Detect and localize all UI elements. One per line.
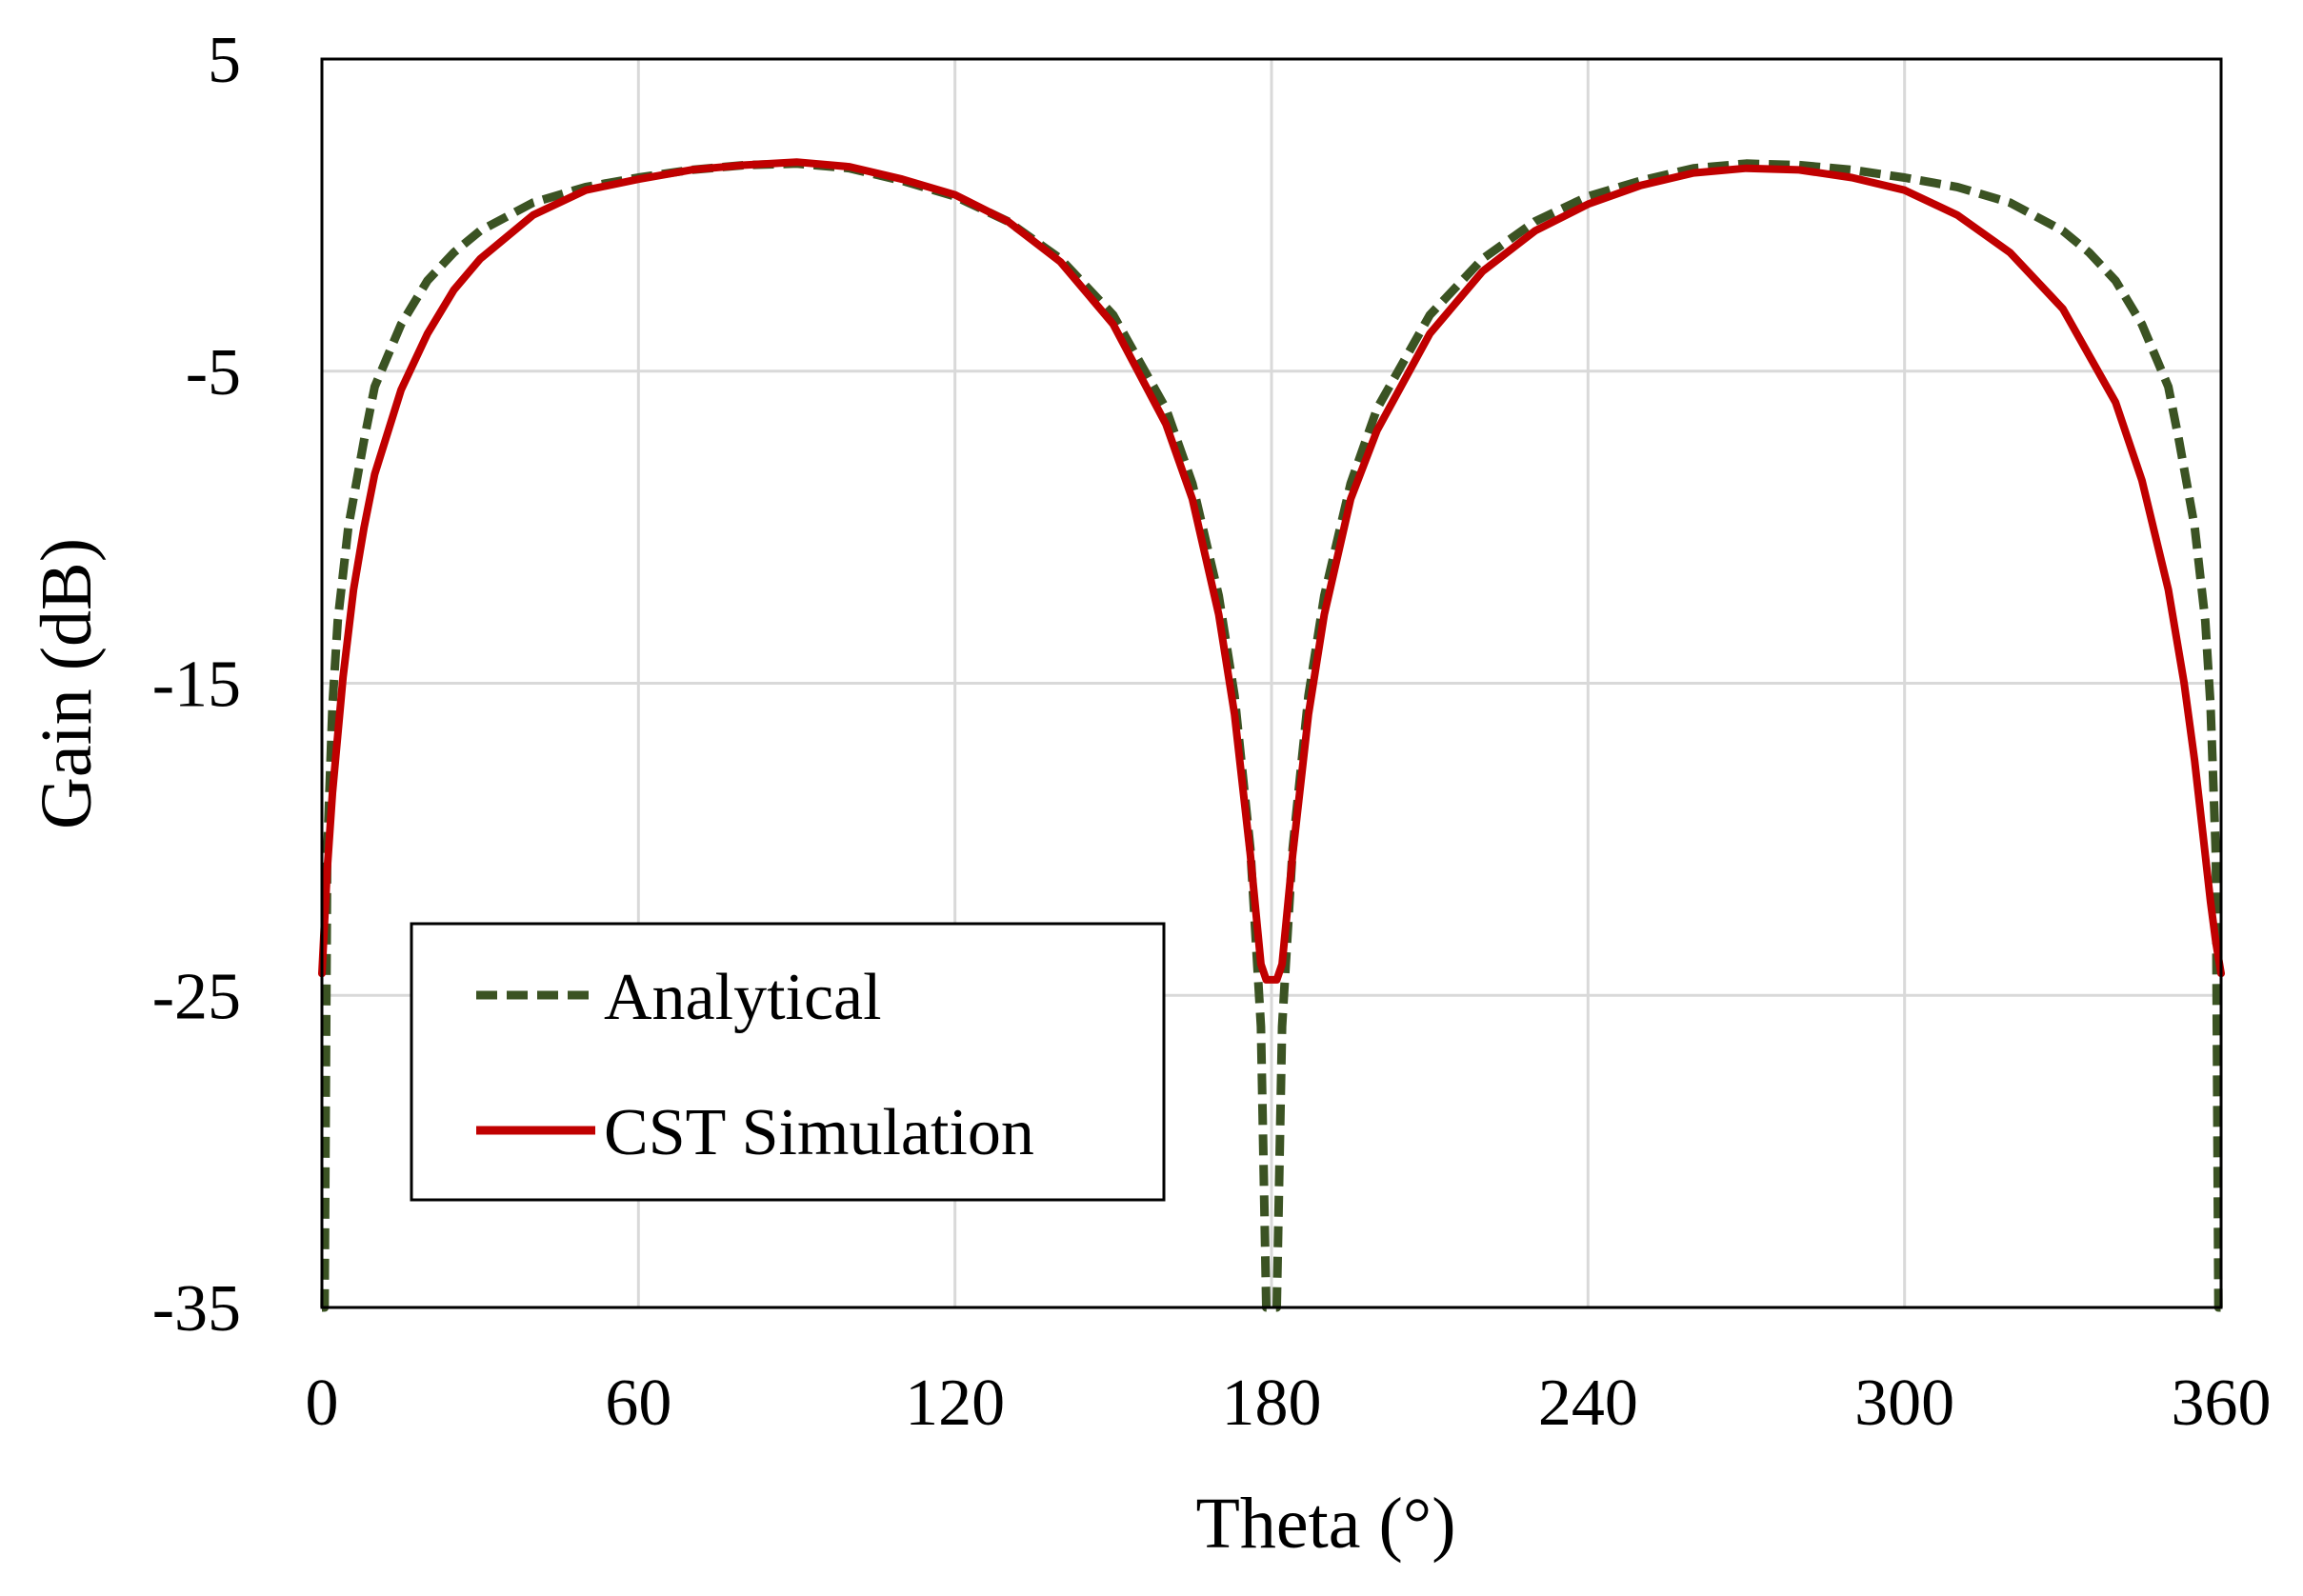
x-tick-label: 300 [1854,1367,1954,1440]
legend-label-analytical: Analytical [604,961,882,1034]
y-tick-label: -5 [186,336,241,409]
x-tick-label: 240 [1538,1367,1638,1440]
legend-label-cst: CST Simulation [604,1096,1034,1169]
series-group [318,158,2225,1312]
x-tick-label: 360 [2172,1367,2272,1440]
legend: Analytical CST Simulation [410,922,1166,1202]
x-tick-label: 180 [1222,1367,1322,1440]
y-axis-title: Gain (dB) [27,538,107,829]
x-tick-labels: 0 60 120 180 240 300 360 [306,1367,2272,1440]
y-tick-label: 5 [208,24,241,97]
y-tick-label: -15 [152,648,241,722]
y-tick-labels: 5 -5 -15 -25 -35 [152,24,241,1346]
plot-area-frame [320,57,2223,1309]
x-tick-label: 120 [905,1367,1005,1440]
y-tick-label: -25 [152,960,241,1033]
y-tick-label: -35 [152,1272,241,1346]
x-tick-label: 60 [605,1367,671,1440]
x-axis-title: Theta (°) [1195,1484,1455,1564]
legend-box [410,922,1166,1202]
series-line-cst-simulation [318,158,2225,984]
x-tick-label: 0 [306,1367,339,1440]
